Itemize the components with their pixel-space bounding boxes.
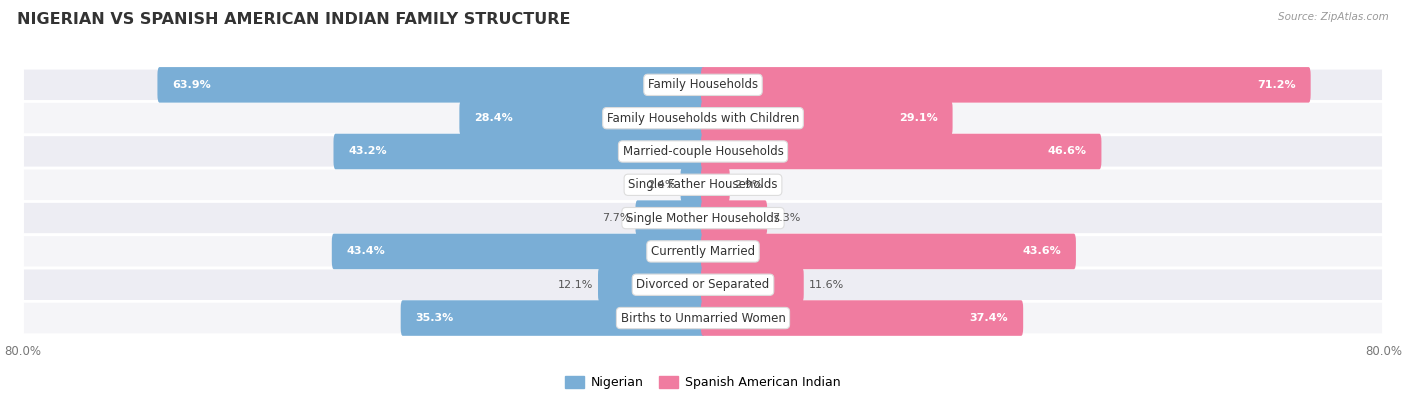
Text: Divorced or Separated: Divorced or Separated [637,278,769,291]
Text: 12.1%: 12.1% [558,280,593,290]
Text: 2.9%: 2.9% [734,180,763,190]
Text: 2.4%: 2.4% [647,180,676,190]
FancyBboxPatch shape [702,167,730,203]
Text: 29.1%: 29.1% [898,113,938,123]
FancyBboxPatch shape [22,201,1384,235]
FancyBboxPatch shape [22,68,1384,102]
FancyBboxPatch shape [702,100,953,136]
FancyBboxPatch shape [401,300,704,336]
Text: Births to Unmarried Women: Births to Unmarried Women [620,312,786,325]
Text: Currently Married: Currently Married [651,245,755,258]
FancyBboxPatch shape [702,267,804,303]
Text: NIGERIAN VS SPANISH AMERICAN INDIAN FAMILY STRUCTURE: NIGERIAN VS SPANISH AMERICAN INDIAN FAMI… [17,12,571,27]
Text: 43.4%: 43.4% [347,246,385,256]
Text: Source: ZipAtlas.com: Source: ZipAtlas.com [1278,12,1389,22]
FancyBboxPatch shape [22,102,1384,135]
Text: 7.7%: 7.7% [602,213,631,223]
Text: 71.2%: 71.2% [1257,80,1296,90]
Text: Single Mother Households: Single Mother Households [626,212,780,225]
Text: 63.9%: 63.9% [173,80,211,90]
FancyBboxPatch shape [333,134,704,169]
FancyBboxPatch shape [681,167,704,203]
Text: 43.2%: 43.2% [349,147,387,156]
FancyBboxPatch shape [636,200,704,236]
FancyBboxPatch shape [702,300,1024,336]
Text: 28.4%: 28.4% [474,113,513,123]
Text: Married-couple Households: Married-couple Households [623,145,783,158]
FancyBboxPatch shape [460,100,704,136]
Legend: Nigerian, Spanish American Indian: Nigerian, Spanish American Indian [560,371,846,394]
Text: Single Father Households: Single Father Households [628,178,778,191]
FancyBboxPatch shape [332,234,704,269]
FancyBboxPatch shape [22,168,1384,201]
FancyBboxPatch shape [702,200,768,236]
FancyBboxPatch shape [157,67,704,103]
Text: 43.6%: 43.6% [1022,246,1062,256]
Text: 35.3%: 35.3% [416,313,454,323]
Text: 37.4%: 37.4% [970,313,1008,323]
FancyBboxPatch shape [702,234,1076,269]
Text: Family Households: Family Households [648,78,758,91]
FancyBboxPatch shape [22,135,1384,168]
FancyBboxPatch shape [702,67,1310,103]
Text: 11.6%: 11.6% [808,280,844,290]
FancyBboxPatch shape [598,267,704,303]
FancyBboxPatch shape [702,134,1101,169]
Text: 7.3%: 7.3% [772,213,800,223]
Text: 46.6%: 46.6% [1047,147,1087,156]
Text: Family Households with Children: Family Households with Children [607,112,799,125]
FancyBboxPatch shape [22,301,1384,335]
FancyBboxPatch shape [22,235,1384,268]
FancyBboxPatch shape [22,268,1384,301]
